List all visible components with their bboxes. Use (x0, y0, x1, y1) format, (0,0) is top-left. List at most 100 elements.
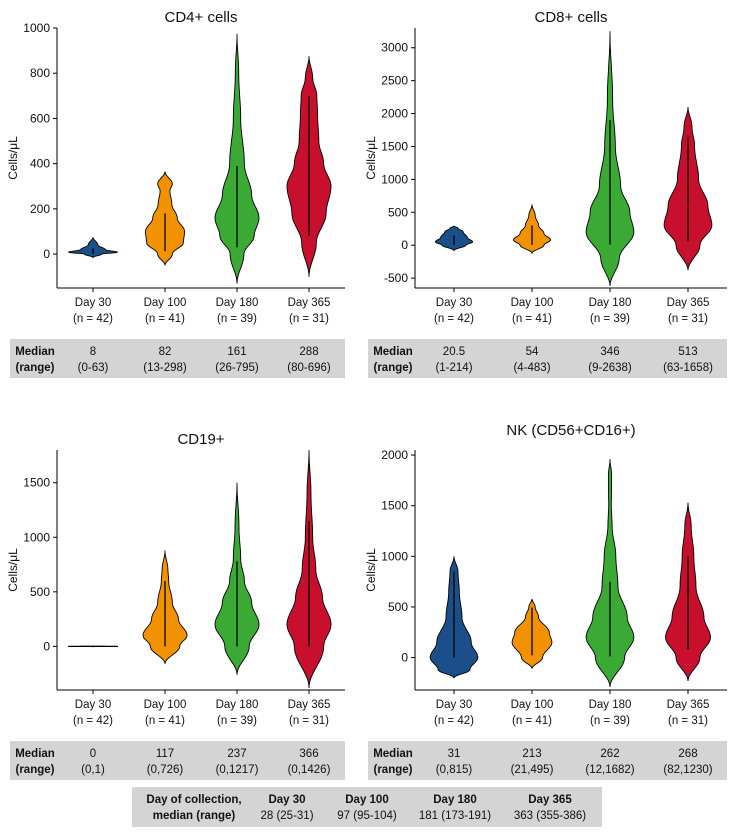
range-label: (range) (16, 362, 55, 374)
y-tick-label: 200 (30, 202, 50, 216)
y-tick-label: 1000 (381, 172, 408, 186)
y-tick-label: 0 (401, 238, 408, 252)
median-value: 346 (600, 346, 619, 358)
collection-day: Day 180 (433, 794, 476, 806)
x-tick-label-n: (n = 42) (434, 313, 474, 325)
y-tick-label: 1000 (381, 549, 408, 563)
collection-day: Day 100 (345, 794, 388, 806)
y-tick-label: -500 (384, 271, 408, 285)
violin-day30 (68, 237, 118, 259)
median-value: 262 (600, 748, 619, 760)
y-tick-label: 0 (401, 651, 408, 665)
violin-day180 (585, 459, 635, 688)
x-tick-label-day: Day 100 (511, 297, 554, 309)
panel-nk: NK (CD56+CD16+) 0 500 1000 1500 2000 Cells/μL D… (364, 422, 727, 780)
collection-day: Day 30 (268, 794, 305, 806)
range-value: (13-298) (143, 362, 187, 374)
y-axis-label: Cells/μL (6, 548, 20, 592)
range-value: (0,1) (81, 764, 105, 776)
median-table-bg (368, 741, 727, 780)
x-tick-label-day: Day 30 (436, 297, 472, 309)
median-value: 288 (299, 346, 318, 358)
x-tick-label-day: Day 180 (589, 699, 632, 711)
panel-title: CD19+ (177, 431, 224, 448)
y-tick-label: 500 (388, 600, 408, 614)
x-tick-label-day: Day 180 (589, 297, 632, 309)
panel-cd19: CD19+ 0 500 1000 1500 Cells/μL Day 30 (n = 42) D… (6, 431, 345, 780)
collection-table-bg (132, 787, 602, 827)
y-tick-label: 1500 (381, 139, 408, 153)
x-tick-label-day: Day 365 (288, 297, 331, 309)
y-axis-label: Cells/μL (364, 136, 378, 180)
x-tick-label-n: (n = 41) (512, 715, 552, 727)
collection-sublabel: median (range) (153, 810, 236, 822)
collection-value: 28 (25-31) (260, 810, 313, 822)
median-table-bg (10, 339, 345, 378)
range-value: (26-795) (215, 362, 259, 374)
median-label: Median (15, 748, 55, 760)
range-label: (range) (374, 362, 413, 374)
y-tick-label: 1000 (23, 530, 50, 544)
range-value: (82,1230) (663, 764, 712, 776)
range-value: (0,815) (436, 764, 473, 776)
x-tick-label-day: Day 30 (75, 699, 111, 711)
x-tick-label-day: Day 180 (216, 699, 259, 711)
panel-cd8: CD8+ cells -500 0 500 1000 1500 2000 2500 3000 Ce… (364, 9, 727, 378)
median-value: 237 (227, 748, 246, 760)
median-value: 513 (678, 346, 697, 358)
y-tick-label: 3000 (381, 41, 408, 55)
y-axis-label: Cells/μL (364, 548, 378, 592)
x-tick-label-n: (n = 31) (668, 313, 708, 325)
x-tick-label-day: Day 365 (667, 699, 710, 711)
range-value: (1-214) (435, 362, 472, 374)
x-tick-label-n: (n = 31) (668, 715, 708, 727)
x-tick-label-n: (n = 41) (512, 313, 552, 325)
median-value: 117 (156, 748, 174, 760)
range-value: (12,1682) (585, 764, 634, 776)
x-tick-label-day: Day 365 (667, 297, 710, 309)
collection-value: 363 (355-386) (514, 810, 586, 822)
y-tick-label: 1500 (23, 476, 50, 490)
median-value: 54 (526, 346, 539, 358)
y-tick-label: 0 (43, 247, 50, 261)
median-value: 20.5 (443, 346, 465, 358)
x-tick-label-day: Day 100 (144, 699, 187, 711)
violin-day180 (214, 33, 260, 284)
range-label: (range) (374, 764, 413, 776)
x-tick-label-day: Day 30 (436, 699, 472, 711)
range-value: (80-696) (287, 362, 331, 374)
x-tick-label-n: (n = 39) (590, 313, 630, 325)
collection-value: 97 (95-104) (337, 810, 397, 822)
collection-label: Day of collection, (146, 794, 241, 806)
collection-day-table: Day of collection, median (range) Day 30 28… (132, 787, 602, 827)
collection-value: 181 (173-191) (419, 810, 491, 822)
median-value: 8 (90, 346, 96, 358)
range-value: (4-483) (513, 362, 550, 374)
y-tick-label: 1500 (381, 499, 408, 513)
range-label: (range) (16, 764, 55, 776)
median-value: 161 (227, 346, 246, 358)
range-value: (63-1658) (663, 362, 713, 374)
x-tick-label-n: (n = 41) (145, 715, 185, 727)
median-table-bg (368, 339, 727, 378)
y-axis-label: Cells/μL (6, 136, 20, 180)
y-tick-label: 2000 (381, 448, 408, 462)
median-label: Median (15, 346, 55, 358)
y-tick-label: 2000 (381, 107, 408, 121)
range-value: (0-63) (78, 362, 109, 374)
x-tick-label-n: (n = 42) (73, 715, 113, 727)
y-tick-label: 1000 (23, 21, 50, 35)
y-tick-label: 500 (30, 585, 50, 599)
median-value: 213 (522, 748, 541, 760)
x-tick-label-day: Day 100 (144, 297, 187, 309)
y-tick-label: 600 (30, 111, 50, 125)
x-tick-label-n: (n = 39) (217, 313, 257, 325)
x-tick-label-n: (n = 41) (145, 313, 185, 325)
x-tick-label-day: Day 365 (288, 699, 331, 711)
panel-title: CD8+ cells (535, 9, 608, 26)
range-value: (21,495) (511, 764, 554, 776)
median-table-bg (10, 741, 345, 780)
y-tick-label: 400 (30, 157, 50, 171)
median-value: 31 (448, 748, 461, 760)
x-tick-label-n: (n = 42) (434, 715, 474, 727)
